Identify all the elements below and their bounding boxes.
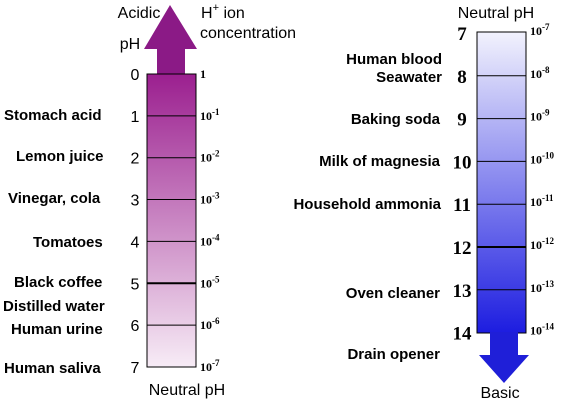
ph-tick-label: 12: [453, 238, 472, 259]
ph-tick-label: 8: [457, 67, 467, 88]
h-ion-concentration-label: 10-4: [200, 232, 220, 248]
concentration-heading: concentration: [200, 25, 296, 42]
basic-down-arrow: [479, 332, 529, 383]
h-ion-superscript: +: [213, 2, 219, 14]
h-ion-concentration-label: 10-5: [200, 274, 220, 290]
ph-tick-label: 10: [453, 152, 472, 173]
acidic-scale: Acidic pH H+ ion concentration Neutral p…: [118, 2, 296, 399]
substance-label: Oven cleaner: [346, 285, 440, 302]
ph-tick-label: 1: [131, 109, 140, 126]
acidic-substance-labels: Stomach acid Lemon juice Vinegar, cola T…: [3, 107, 105, 377]
h-ion-base: H: [201, 5, 213, 22]
h-ion-concentration-label: 10-11: [530, 193, 554, 209]
acidic-neutral-ph-heading: Neutral pH: [149, 382, 225, 399]
ph-tick-label: 7: [131, 360, 140, 377]
h-ion-concentration-label: 10-1: [200, 107, 220, 123]
ph-tick-label: 4: [131, 234, 140, 251]
ph-tick-label: 0: [131, 67, 140, 84]
basic-substance-labels: Human blood Seawater Baking soda Milk of…: [293, 51, 442, 363]
basic-heading: Basic: [480, 385, 519, 402]
h-ion-concentration-label: 10-13: [530, 279, 554, 295]
acidic-gradient-bar: [146, 73, 197, 368]
substance-label: Human urine: [11, 321, 103, 338]
ph-tick-label: 13: [453, 281, 472, 302]
substance-label: Human saliva: [4, 360, 101, 377]
substance-label: Drain opener: [347, 346, 440, 363]
h-ion-concentration-label: 10-3: [200, 191, 220, 207]
h-ion-heading: H+ ion: [201, 2, 245, 22]
h-ion-concentration-label: 10-6: [200, 316, 220, 332]
ph-tick-label: 14: [453, 324, 473, 345]
substance-label: Baking soda: [351, 111, 441, 128]
substance-label: Black coffee: [14, 274, 102, 291]
basic-scale: Neutral pH Basic 7 10-7 8 10-8 9 10-9 10 10-10 1…: [453, 5, 555, 402]
h-ion-concentration-label: 1: [200, 67, 206, 81]
acidic-tick-group: 0 1 1 10-1 2 10-2 3 10-3 4 10-4 5 10-5 6 10-6 7 10-7: [131, 67, 220, 377]
ph-tick-label: 11: [453, 195, 471, 216]
ph-tick-label: 5: [131, 276, 140, 293]
substance-label: Distilled water: [3, 298, 105, 315]
ph-tick-label: 2: [131, 151, 140, 168]
h-ion-concentration-label: 10-8: [530, 65, 550, 81]
substance-label: Tomatoes: [33, 234, 103, 251]
h-ion-rest: ion: [219, 5, 245, 22]
substance-label: Milk of magnesia: [319, 153, 441, 170]
h-ion-concentration-label: 10-10: [530, 150, 554, 166]
h-ion-concentration-label: 10-2: [200, 149, 220, 165]
ph-tick-label: 3: [131, 193, 140, 210]
ph-tick-label: 6: [131, 318, 140, 335]
substance-label: Household ammonia: [293, 196, 441, 213]
substance-label: Stomach acid: [4, 107, 102, 124]
h-ion-concentration-label: 10-14: [530, 322, 554, 338]
substance-label: Vinegar, cola: [8, 190, 101, 207]
basic-gradient-bar: [476, 31, 527, 334]
ph-tick-label: 9: [457, 110, 467, 131]
substance-label: Seawater: [376, 69, 442, 86]
h-ion-concentration-label: 10-7: [200, 358, 220, 374]
acidic-up-arrow: [144, 5, 197, 75]
ph-heading: pH: [120, 36, 140, 53]
h-ion-concentration-label: 10-7: [530, 22, 550, 38]
basic-neutral-ph-heading: Neutral pH: [458, 5, 534, 22]
h-ion-concentration-label: 10-9: [530, 108, 550, 124]
acidic-heading: Acidic: [118, 5, 161, 22]
basic-tick-group: 7 10-7 8 10-8 9 10-9 10 10-10 11 10-11 12 10-12 13 10…: [453, 22, 555, 345]
ph-tick-label: 7: [457, 24, 467, 45]
substance-label: Lemon juice: [16, 148, 104, 165]
substance-label: Human blood: [346, 51, 442, 68]
h-ion-concentration-label: 10-12: [530, 236, 554, 252]
